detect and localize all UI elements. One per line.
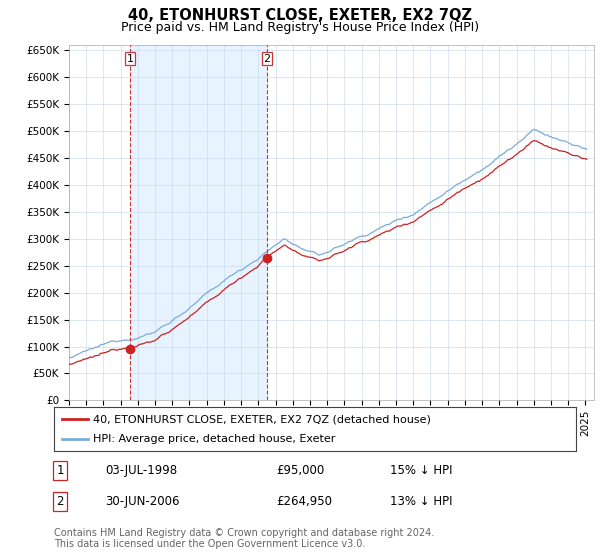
- Text: £264,950: £264,950: [276, 495, 332, 508]
- Bar: [130, 45, 267, 400]
- Text: HPI: Average price, detached house, Exeter: HPI: Average price, detached house, Exet…: [93, 433, 335, 444]
- Text: 15% ↓ HPI: 15% ↓ HPI: [390, 464, 452, 477]
- Text: 13% ↓ HPI: 13% ↓ HPI: [390, 495, 452, 508]
- Text: 2: 2: [56, 495, 64, 508]
- Text: 1: 1: [127, 54, 133, 64]
- Text: 40, ETONHURST CLOSE, EXETER, EX2 7QZ (detached house): 40, ETONHURST CLOSE, EXETER, EX2 7QZ (de…: [93, 414, 431, 424]
- Text: 1: 1: [56, 464, 64, 477]
- Text: 03-JUL-1998: 03-JUL-1998: [105, 464, 177, 477]
- Text: £95,000: £95,000: [276, 464, 324, 477]
- Text: 40, ETONHURST CLOSE, EXETER, EX2 7QZ: 40, ETONHURST CLOSE, EXETER, EX2 7QZ: [128, 8, 472, 24]
- Text: Contains HM Land Registry data © Crown copyright and database right 2024.
This d: Contains HM Land Registry data © Crown c…: [54, 528, 434, 549]
- Text: Price paid vs. HM Land Registry's House Price Index (HPI): Price paid vs. HM Land Registry's House …: [121, 21, 479, 34]
- Text: 30-JUN-2006: 30-JUN-2006: [105, 495, 179, 508]
- Text: 2: 2: [263, 54, 271, 64]
